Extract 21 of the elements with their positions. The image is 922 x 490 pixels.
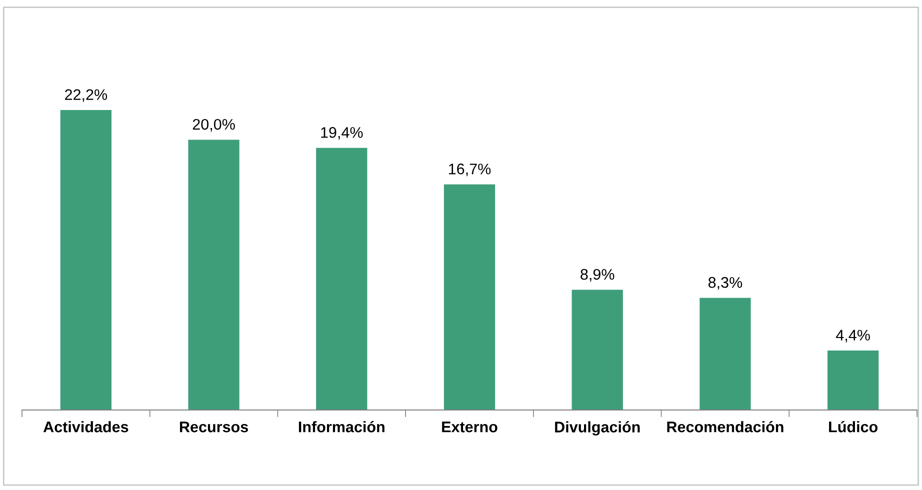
x-tick-label: Lúdico (829, 420, 878, 432)
bar (700, 298, 751, 410)
bar (572, 290, 623, 410)
bar (188, 140, 240, 410)
x-tick-label: Actividades (43, 421, 128, 432)
data-label: 20,0% (192, 118, 235, 132)
bar (828, 350, 879, 410)
bar (444, 184, 496, 410)
bar (60, 110, 112, 410)
x-tick-label: Recursos (180, 422, 248, 432)
x-tick-label: Externo (442, 422, 498, 432)
x-tick-label: Divulgación (555, 421, 640, 436)
data-label: 4,4% (836, 330, 870, 342)
data-label: 16,7% (449, 164, 491, 176)
data-label: 19,4% (321, 127, 363, 140)
data-label: 8,3% (708, 277, 742, 290)
x-tick-label: Recomendación (667, 420, 784, 432)
data-label: 22,2% (65, 89, 108, 102)
data-label: 8,9% (580, 268, 614, 282)
bar (316, 148, 368, 410)
x-tick-label: Información (298, 420, 384, 432)
